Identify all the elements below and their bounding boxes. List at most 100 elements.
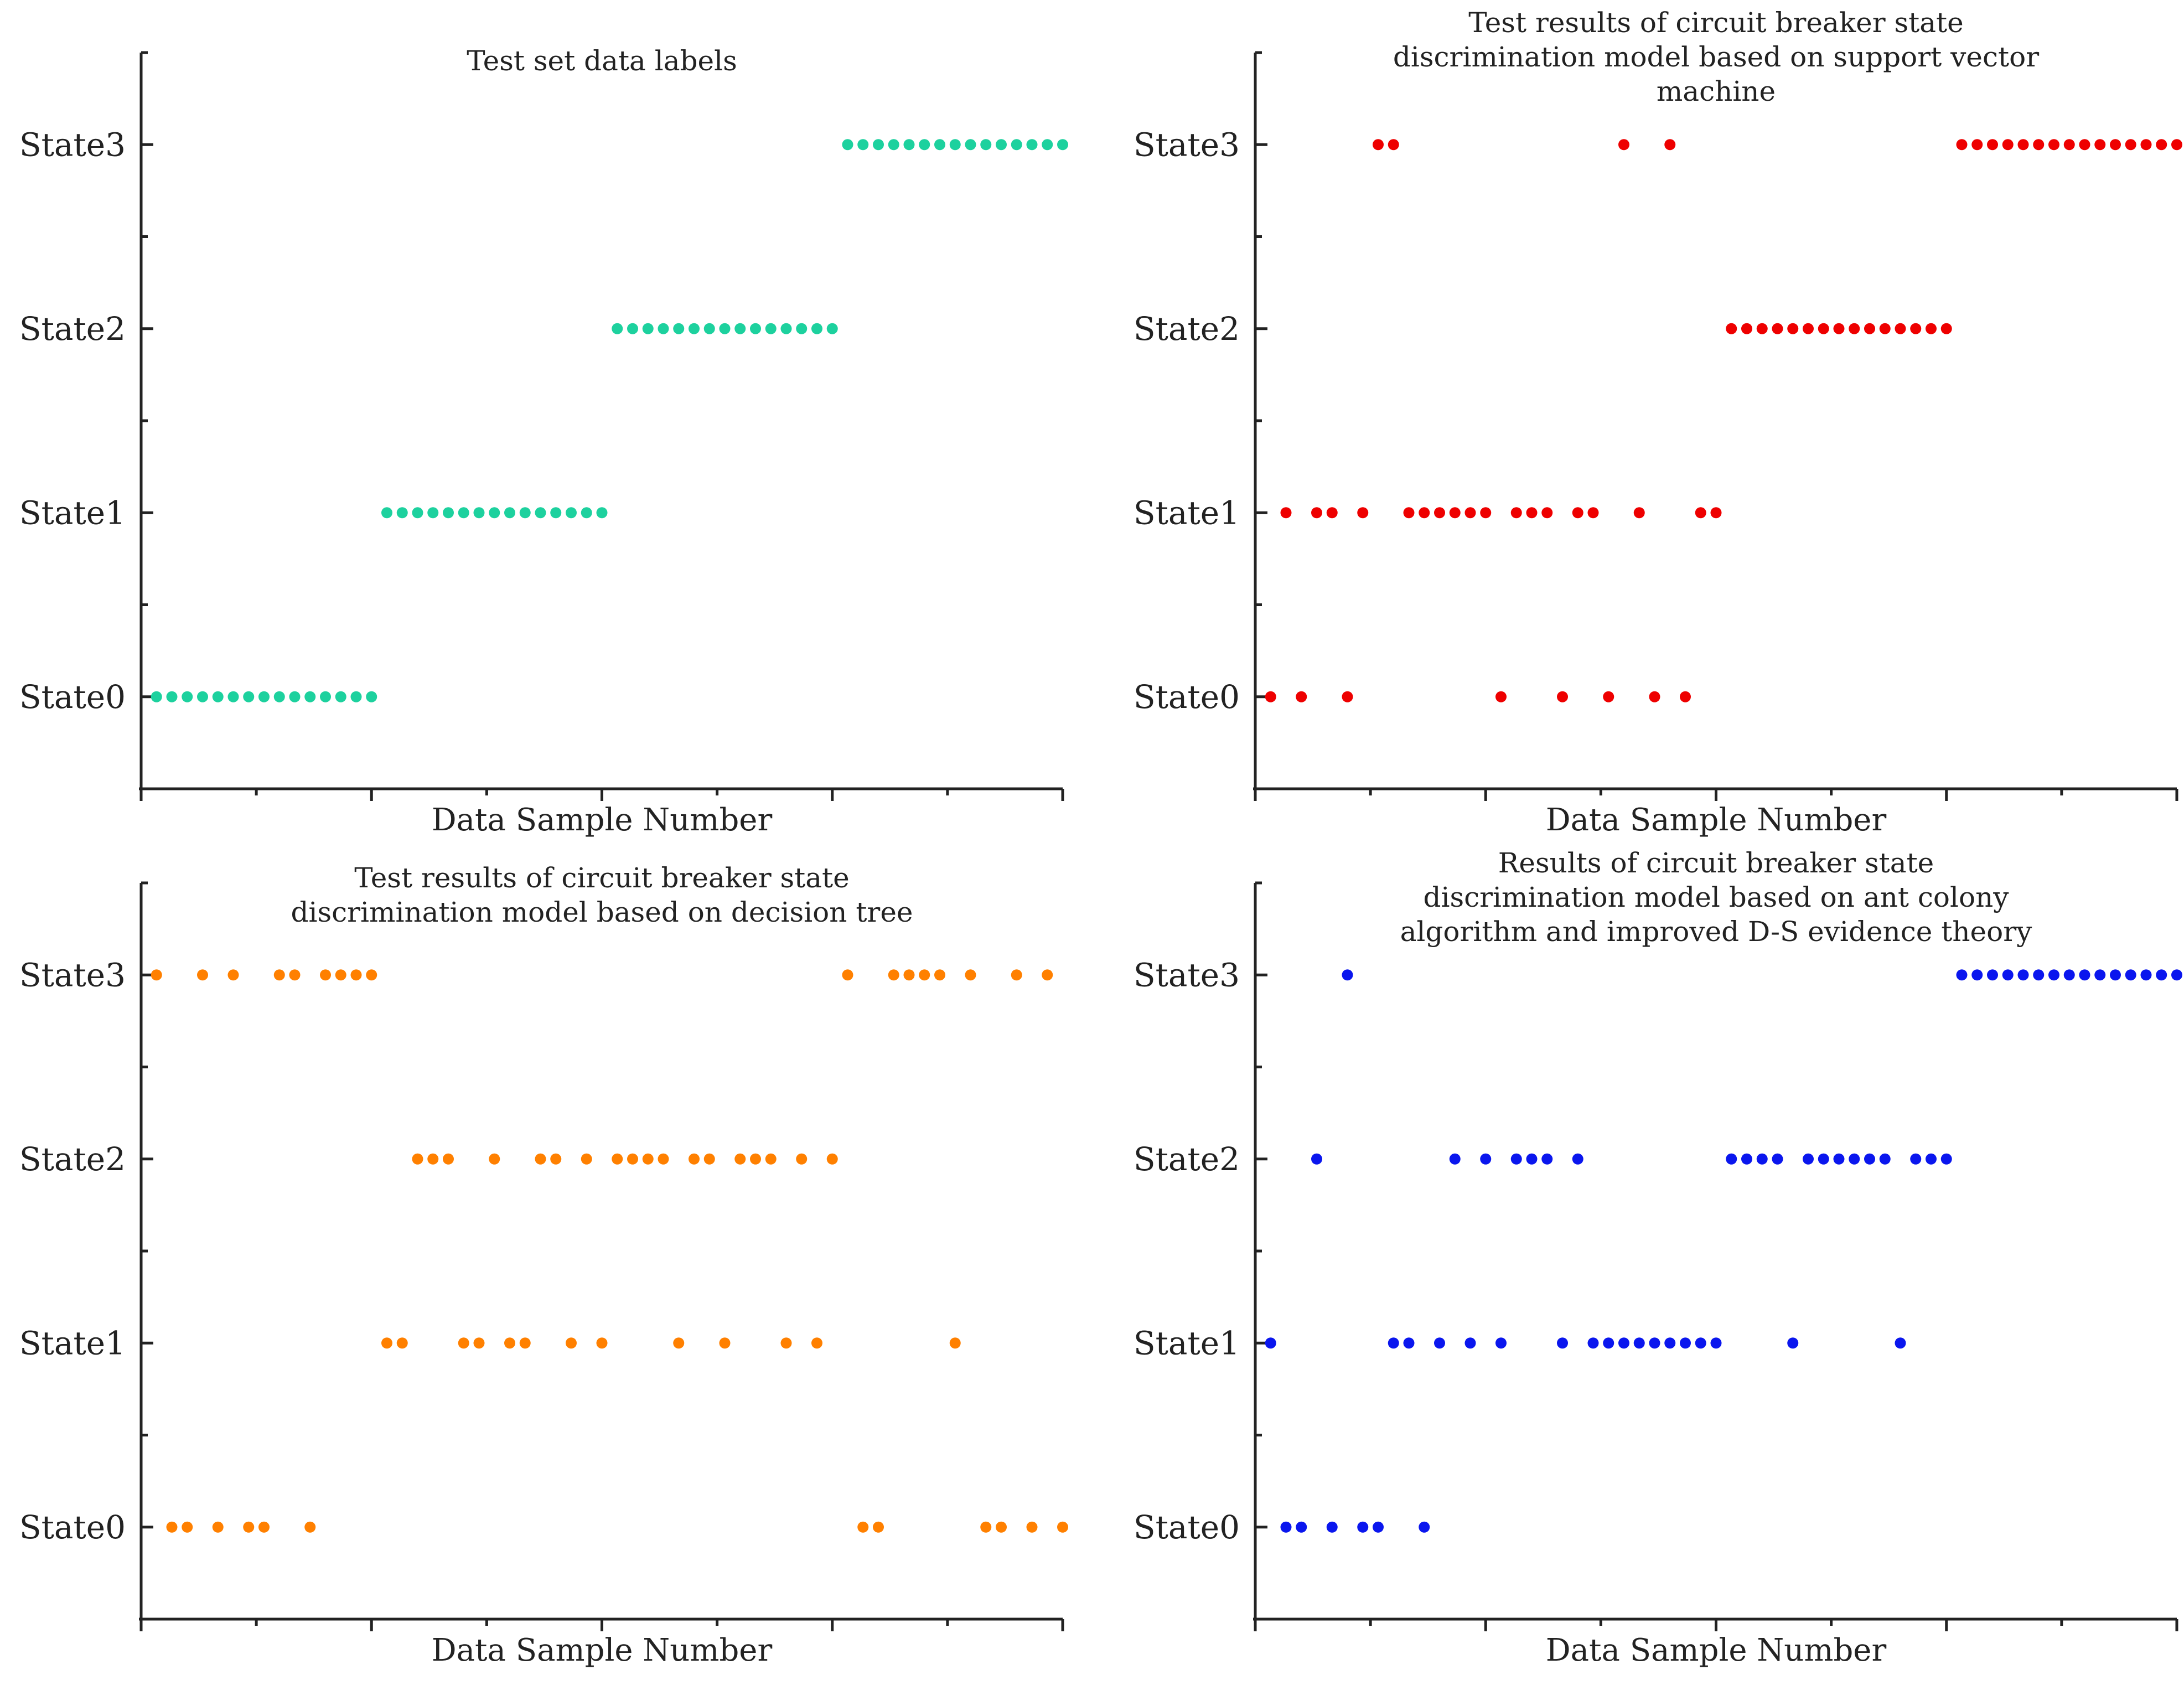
y-tick-label: State3 xyxy=(1134,956,1240,994)
data-point xyxy=(1633,507,1645,519)
data-point xyxy=(1311,507,1322,519)
data-point xyxy=(888,139,899,151)
data-point xyxy=(581,1153,592,1165)
data-point xyxy=(1526,507,1538,519)
data-point xyxy=(1726,1153,1737,1165)
data-point xyxy=(412,1153,423,1165)
data-point xyxy=(1357,1521,1369,1533)
panel-decision-tree-results: Test results of circuit breaker state di… xyxy=(19,862,1068,1668)
data-point xyxy=(1971,969,1983,981)
panel-title: Results of circuit breaker state discrim… xyxy=(1400,847,2033,948)
data-point xyxy=(182,691,193,702)
data-point xyxy=(151,691,162,702)
data-point xyxy=(1956,969,1968,981)
y-tick-label: State1 xyxy=(1134,494,1240,531)
data-point xyxy=(2094,969,2106,981)
data-point xyxy=(1695,1337,1706,1349)
x-axis-label: Data Sample Number xyxy=(432,1632,773,1668)
data-point xyxy=(1557,1337,1568,1349)
data-point xyxy=(658,323,669,334)
data-point xyxy=(1280,1521,1292,1533)
data-point xyxy=(1526,1153,1538,1165)
data-point xyxy=(765,323,777,334)
data-point xyxy=(1726,323,1737,334)
data-point xyxy=(258,691,270,702)
data-point xyxy=(2002,969,2014,981)
data-point xyxy=(1910,323,1922,334)
data-point xyxy=(658,1153,669,1165)
data-point xyxy=(1449,507,1461,519)
data-point xyxy=(642,1153,654,1165)
data-point xyxy=(1940,1153,1952,1165)
panel-title-line: Test set data labels xyxy=(467,45,737,77)
data-point xyxy=(1956,139,1968,151)
data-point xyxy=(182,1521,193,1533)
data-point xyxy=(750,1153,761,1165)
data-point xyxy=(581,507,592,519)
panel-ant-colony-ds-results: Results of circuit breaker state discrim… xyxy=(1134,847,2182,1668)
data-point xyxy=(1895,323,1906,334)
data-point xyxy=(965,139,976,151)
data-point xyxy=(366,691,377,702)
data-point xyxy=(2017,139,2029,151)
y-tick-label: State2 xyxy=(1134,310,1240,348)
data-point xyxy=(1342,969,1353,981)
data-point xyxy=(934,139,945,151)
data-point xyxy=(1741,323,1752,334)
data-point xyxy=(2110,139,2121,151)
data-point xyxy=(1326,507,1338,519)
data-point xyxy=(1803,323,1814,334)
data-point xyxy=(1587,1337,1599,1349)
data-point xyxy=(1756,1153,1768,1165)
data-point xyxy=(566,1337,577,1349)
data-point xyxy=(1449,1153,1461,1165)
data-point xyxy=(1664,1337,1676,1349)
data-point xyxy=(689,1153,700,1165)
data-point xyxy=(1510,1153,1522,1165)
panel-title: Test set data labels xyxy=(467,45,737,77)
data-point xyxy=(1910,1153,1922,1165)
data-point xyxy=(1011,969,1022,981)
data-point xyxy=(289,691,301,702)
data-point xyxy=(1926,1153,1937,1165)
data-point xyxy=(320,691,331,702)
data-point xyxy=(1680,1337,1691,1349)
data-point xyxy=(903,139,915,151)
data-point xyxy=(2079,139,2090,151)
data-point xyxy=(612,1153,623,1165)
data-point xyxy=(1557,691,1568,702)
data-point xyxy=(2125,139,2136,151)
data-point xyxy=(1818,1153,1829,1165)
data-point xyxy=(1864,1153,1875,1165)
data-point xyxy=(535,1153,546,1165)
data-point xyxy=(1879,1153,1891,1165)
data-point xyxy=(427,507,439,519)
data-point xyxy=(1342,691,1353,702)
data-point xyxy=(1042,139,1053,151)
data-point xyxy=(1926,323,1937,334)
data-point xyxy=(1849,323,1860,334)
data-point xyxy=(412,507,423,519)
data-point xyxy=(919,969,930,981)
data-point xyxy=(1026,139,1038,151)
data-point xyxy=(1026,1521,1038,1533)
data-point xyxy=(212,691,224,702)
data-point xyxy=(1587,507,1599,519)
data-point xyxy=(596,507,608,519)
data-point xyxy=(1296,691,1307,702)
data-point xyxy=(1603,1337,1614,1349)
data-point xyxy=(627,323,638,334)
data-point xyxy=(1480,1153,1492,1165)
data-point xyxy=(535,507,546,519)
panel-title-line: discrimination model based on ant colony xyxy=(1423,881,2009,913)
data-point xyxy=(243,1521,255,1533)
data-point xyxy=(1541,507,1553,519)
data-point xyxy=(2063,139,2075,151)
data-point xyxy=(519,507,531,519)
data-point xyxy=(734,1153,746,1165)
data-point xyxy=(350,969,362,981)
data-point xyxy=(443,1153,454,1165)
data-point xyxy=(1042,969,1053,981)
data-point xyxy=(1849,1153,1860,1165)
data-point xyxy=(320,969,331,981)
